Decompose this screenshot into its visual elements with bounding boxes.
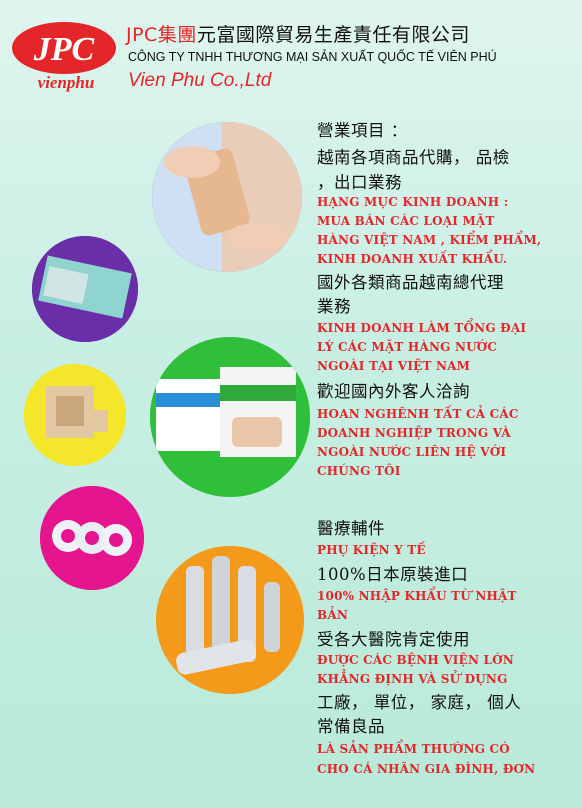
agency-line-1: 國外各類商品越南總代理: [317, 273, 504, 292]
agency-vn-1: KINH DOANH LÀM TỔNG ĐẠI: [317, 321, 527, 335]
group-name: JPC集團: [126, 24, 197, 46]
everyday-line-2: 常備良品: [317, 717, 385, 736]
company-name-vietnamese: CÔNG TY TNHH THƯƠNG MẠI SẢN XUẤT QUỐC TẾ…: [128, 50, 497, 64]
business-items-vn-2: MUA BÁN CÁC LOẠI MẶT: [317, 214, 495, 228]
business-items-vn-4: KINH DOANH XUẤT KHẨU.: [317, 252, 508, 266]
hospital-vn-2: KHẲNG ĐỊNH VÀ SỬ DỤNG: [317, 672, 508, 686]
agency-line-2: 業務: [317, 297, 351, 316]
logo-subtext: vienphu: [38, 73, 95, 92]
hospital-line: 受各大醫院肯定使用: [317, 630, 470, 649]
business-items-vn-3: HÀNG VIỆT NAM , KIỂM PHẨM,: [317, 233, 542, 247]
japan-import-line: 100%日本原裝進口: [317, 565, 469, 584]
japan-import-vn-1: 100% NHẬP KHẨU TỪ NHẬT: [317, 589, 517, 603]
agency-vn-2: LÝ CÁC MẶT HÀNG NƯỚC: [317, 340, 498, 354]
welcome-vn-4: CHÚNG TÔI: [317, 464, 401, 478]
medical-accessories-vn: PHỤ KIỆN Y TẾ: [317, 543, 426, 557]
company-name-english: Vien Phu Co.,Ltd: [128, 70, 272, 91]
agency-vn-3: NGOÀI TẠI VIỆT NAM: [317, 359, 471, 373]
gauze-pad-image: [32, 236, 138, 342]
medical-accessories-heading: 醫療輔件: [317, 519, 385, 538]
welcome-line: 歡迎國內外客人洽詢: [317, 382, 470, 401]
adhesive-pads-image: [24, 364, 126, 466]
company-logo: JPC vienphu: [10, 18, 122, 92]
company-name-cn-text: 元富國際貿易生產責任有限公司: [196, 24, 470, 46]
welcome-vn-2: DOANH NGHIỆP TRONG VÀ: [317, 426, 511, 440]
everyday-vn-1: LÀ SẢN PHẨM THƯỜNG CÓ: [317, 742, 510, 756]
everyday-vn-2: CHO CÁ NHÂN GIA ĐÌNH, ĐƠN: [317, 762, 536, 776]
bandage-boxes-image: [150, 337, 310, 497]
bandage-on-finger-image: [152, 122, 302, 272]
business-items-line-2: ，出口業務: [317, 173, 402, 192]
welcome-vn-1: HOAN NGHÊNH TẤT CẢ CÁC: [317, 407, 519, 421]
japan-import-vn-2: BẢN: [317, 608, 349, 622]
tape-rolls-image: [40, 486, 144, 590]
everyday-line-1: 工廠， 單位， 家庭， 個人: [317, 693, 522, 712]
hospital-vn-1: ĐƯỢC CÁC BỆNH VIỆN LỚN: [317, 653, 514, 667]
logo-text: JPC: [33, 31, 95, 68]
business-items-vn-1: HẠNG MỤC KINH DOANH :: [317, 195, 509, 209]
business-items-line-1: 越南各項商品代購， 品檢: [317, 148, 510, 167]
bandage-strips-image: [156, 546, 304, 694]
welcome-vn-3: NGOÀI NƯỚC LIÊN HỆ VỚI: [317, 445, 507, 459]
company-name-chinese: JPC集團元富國際貿易生產責任有限公司: [126, 20, 470, 47]
business-items-heading: 營業項目 ：: [317, 121, 408, 140]
